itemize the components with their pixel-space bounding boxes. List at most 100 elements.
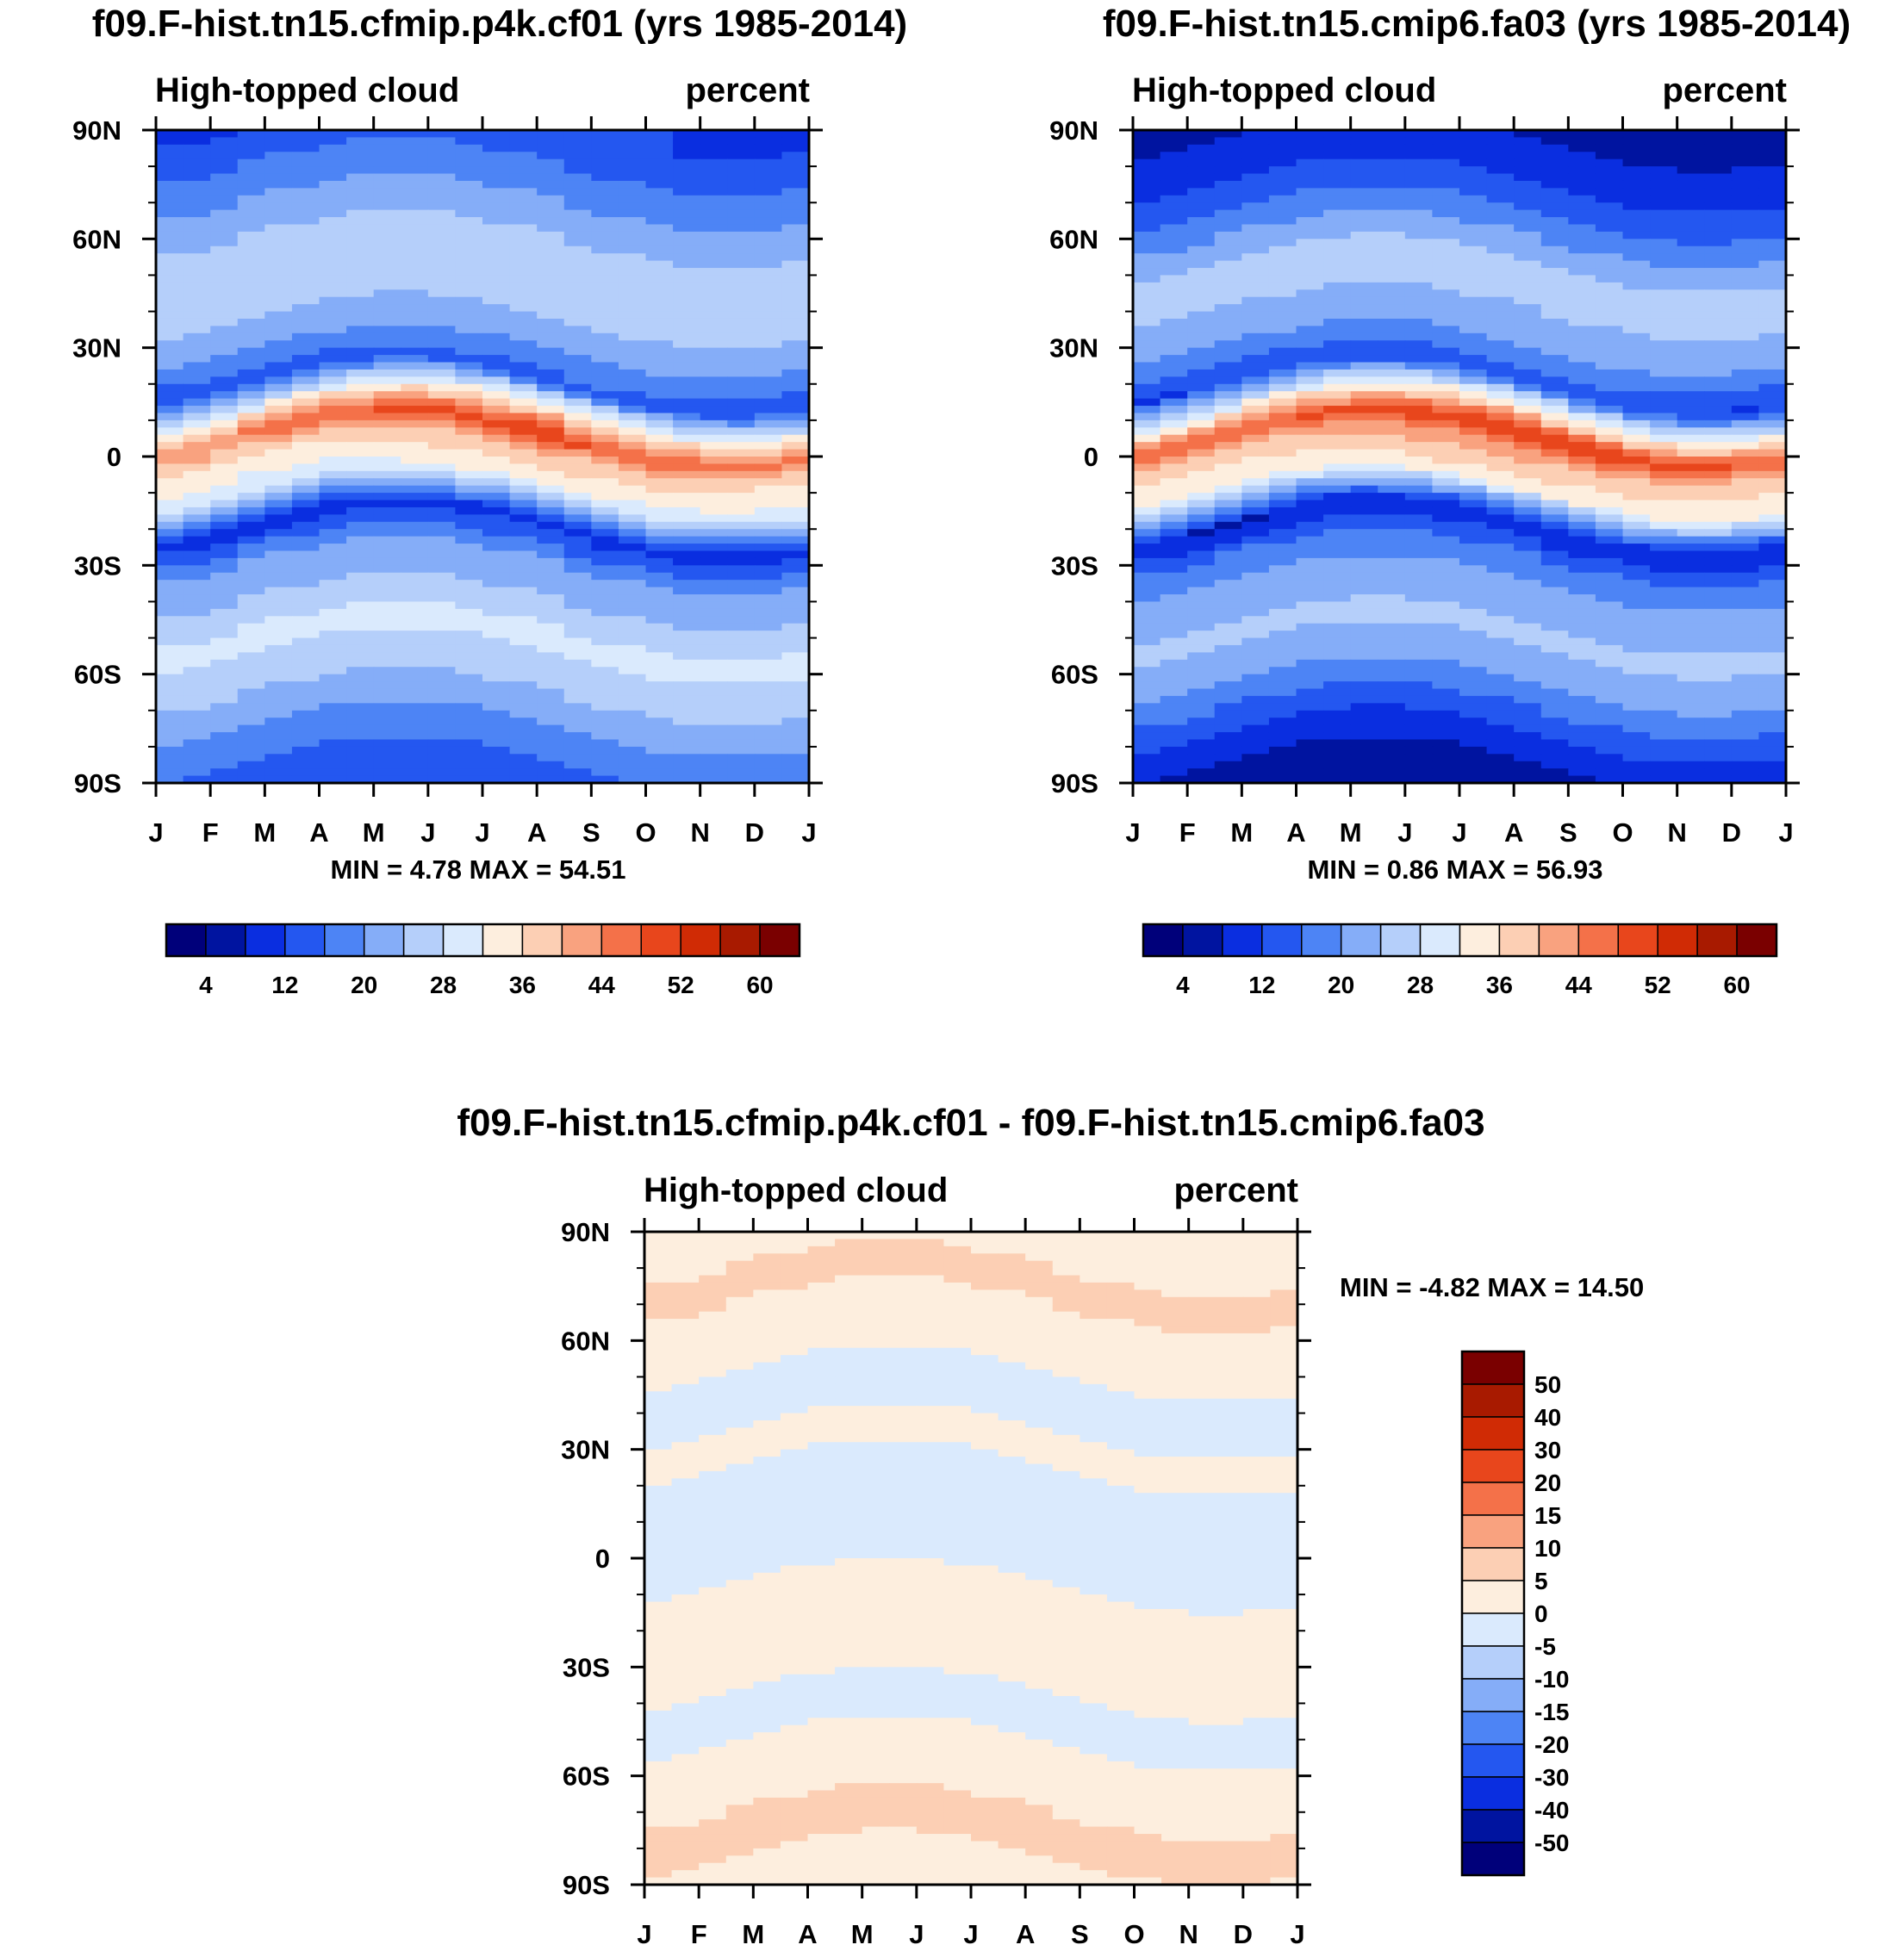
contour-cell — [1350, 688, 1378, 697]
contour-cell — [1187, 710, 1216, 718]
contour-cell — [1133, 253, 1161, 262]
contour-cell — [482, 485, 511, 494]
contour-cell — [645, 260, 674, 269]
contour-cell — [319, 493, 347, 501]
contour-cell — [1214, 754, 1242, 762]
contour-cell — [1188, 1326, 1216, 1334]
contour-cell — [1268, 637, 1297, 646]
contour-cell — [183, 521, 211, 530]
contour-cell — [455, 739, 483, 748]
contour-cell — [1704, 217, 1733, 226]
contour-cell — [1650, 245, 1678, 254]
contour-cell — [1323, 659, 1352, 668]
contour-cell — [1758, 485, 1787, 494]
contour-cell — [1296, 514, 1324, 523]
contour-cell — [673, 463, 701, 472]
contour-cell — [183, 245, 211, 254]
contour-cell — [1568, 703, 1596, 711]
contour-cell — [401, 231, 429, 239]
contour-cell — [509, 398, 538, 407]
contour-cell — [754, 739, 783, 748]
contour-cell — [700, 688, 728, 697]
contour-cell — [1106, 1275, 1136, 1283]
contour-cell — [401, 326, 429, 334]
contour-cell — [537, 710, 565, 718]
contour-cell — [754, 478, 783, 487]
contour-cell — [1133, 557, 1161, 566]
contour-cell — [1133, 260, 1161, 269]
contour-cell — [1540, 239, 1569, 247]
contour-cell — [1459, 493, 1488, 501]
contour-cell — [1350, 152, 1378, 160]
contour-cell — [1568, 514, 1596, 523]
contour-cell — [727, 718, 756, 726]
contour-cell — [237, 383, 265, 392]
contour-cell — [1459, 536, 1488, 544]
contour-cell — [673, 457, 701, 465]
contour-cell — [1758, 158, 1787, 167]
contour-cell — [1432, 463, 1460, 472]
x-tick-label: J — [1778, 817, 1793, 848]
contour-cell — [780, 1246, 809, 1254]
contour-cell — [427, 253, 457, 262]
contour-cell — [1432, 180, 1460, 189]
contour-cell — [291, 616, 320, 624]
contour-cell — [673, 746, 701, 755]
contour-cell — [1650, 754, 1678, 762]
contour-cell — [1378, 659, 1406, 668]
contour-cell — [1214, 224, 1242, 233]
contour-cell — [1704, 144, 1733, 152]
contour-cell — [1350, 173, 1378, 182]
contour-cell — [1378, 304, 1406, 313]
contour-cell — [1595, 268, 1624, 276]
contour-cell — [1568, 427, 1596, 436]
contour-cell — [1622, 391, 1651, 400]
contour-cell — [291, 608, 320, 617]
contour-cell — [1161, 1347, 1190, 1356]
contour-cell — [591, 587, 619, 595]
contour-cell — [1134, 1239, 1162, 1247]
contour-cell — [916, 1246, 945, 1254]
contour-cell — [1486, 761, 1515, 769]
contour-cell — [1622, 594, 1651, 603]
contour-cell — [1514, 398, 1542, 407]
contour-cell — [673, 514, 701, 523]
contour-cell — [1296, 340, 1324, 349]
contour-cell — [537, 463, 565, 472]
contour-cell — [455, 253, 483, 262]
contour-cell — [291, 710, 320, 718]
contour-cell — [700, 587, 728, 595]
contour-cell — [1595, 326, 1624, 334]
contour-cell — [1025, 1326, 1054, 1334]
contour-cell — [1432, 580, 1460, 588]
contour-cell — [1350, 761, 1378, 769]
contour-cell — [1758, 608, 1787, 617]
contour-cell — [1404, 557, 1434, 566]
contour-cell — [780, 1326, 809, 1334]
contour-cell — [1514, 550, 1542, 559]
contour-cell — [700, 406, 728, 414]
contour-cell — [781, 659, 810, 668]
contour-cell — [1268, 158, 1297, 167]
contour-cell — [1241, 550, 1270, 559]
contour-cell — [1568, 188, 1596, 196]
contour-cell — [1731, 166, 1760, 175]
contour-cell — [563, 587, 592, 595]
contour-cell — [482, 529, 511, 537]
contour-cell — [1432, 245, 1460, 254]
contour-cell — [1595, 137, 1624, 146]
contour-cell — [509, 616, 538, 624]
contour-cell — [183, 493, 211, 501]
contour-cell — [1160, 529, 1188, 537]
contour-cell — [509, 457, 538, 465]
contour-cell — [427, 478, 457, 487]
contour-cell — [1350, 674, 1378, 682]
contour-cell — [563, 631, 592, 639]
contour-cell — [700, 376, 728, 385]
contour-cell — [156, 355, 184, 363]
contour-cell — [509, 224, 538, 233]
contour-cell — [1650, 137, 1678, 146]
contour-cell — [618, 296, 647, 305]
contour-cell — [455, 383, 483, 392]
contour-cell — [183, 695, 211, 704]
